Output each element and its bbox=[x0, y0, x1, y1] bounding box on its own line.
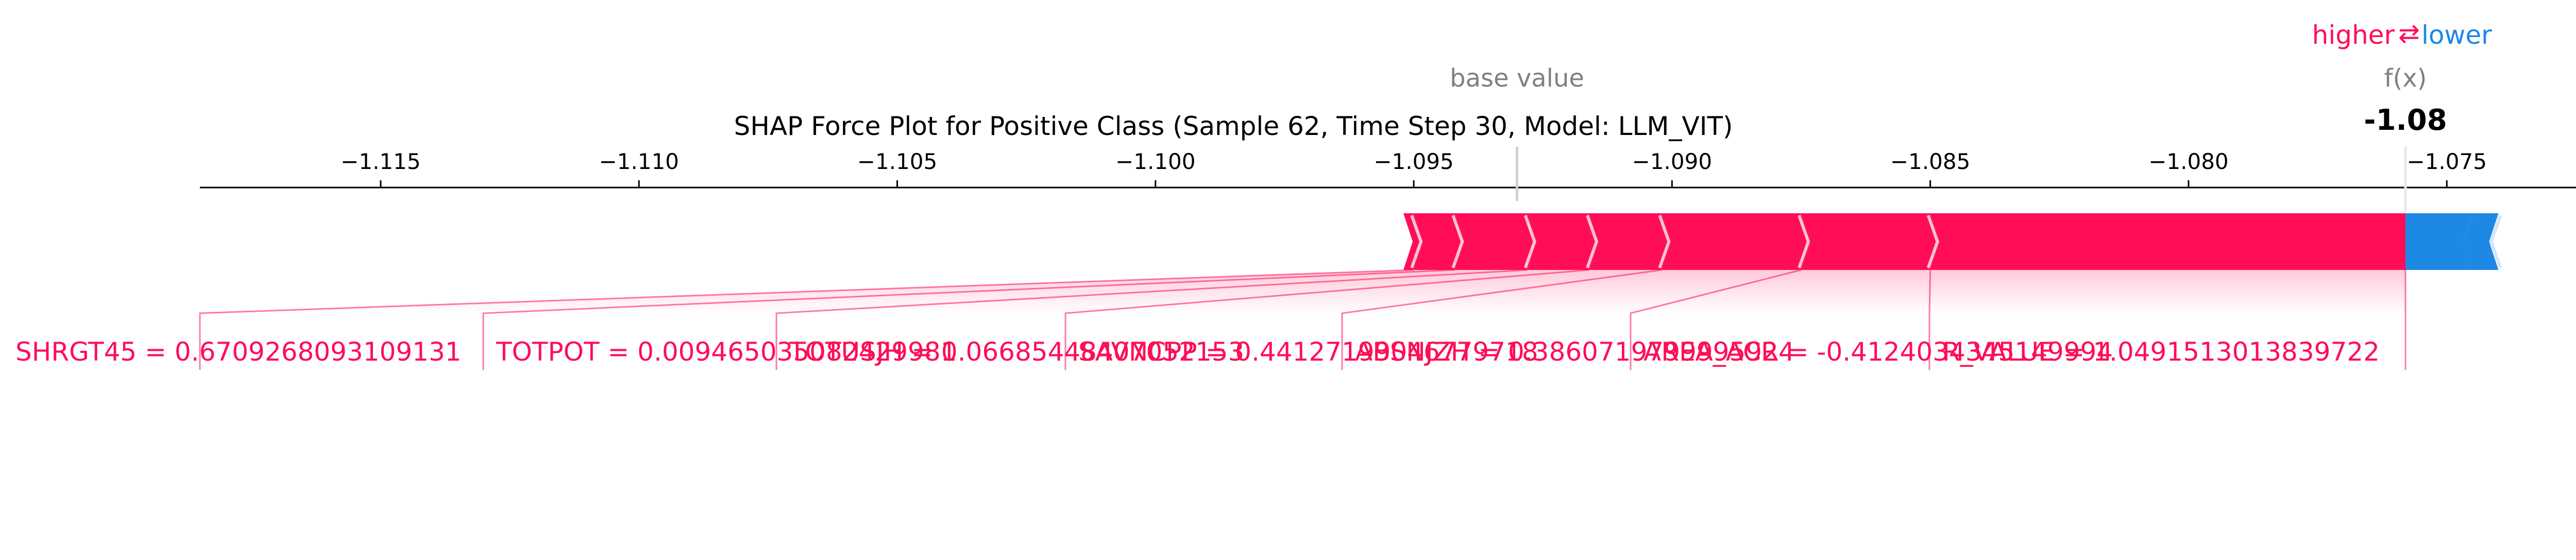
feature-connectors bbox=[199, 269, 2406, 370]
feature-label: TOTPOT = 0.009465035082429981 bbox=[496, 337, 957, 367]
positive-force-bar bbox=[1527, 213, 1599, 270]
feature-label: R_VALUE = 1.0491513013839722 bbox=[1942, 337, 2380, 367]
x-axis-ticks: −1.115 −1.110 −1.105 −1.100 −1.095 −1.090 −1.0… bbox=[341, 149, 2487, 188]
negative-force-bar bbox=[2463, 213, 2499, 270]
positive-force-bar bbox=[1662, 213, 1810, 270]
feature-label: TOTUSJH = 0.06685448407052153 bbox=[789, 337, 1244, 367]
x-tick-label: −1.075 bbox=[2407, 149, 2487, 174]
connector-line bbox=[775, 269, 1528, 370]
connector-fill bbox=[776, 270, 1589, 313]
connector-line bbox=[1630, 269, 1802, 370]
positive-force-bar bbox=[1930, 213, 2406, 270]
base-value-label: base value bbox=[1450, 64, 1584, 93]
negative-force-bar bbox=[2405, 213, 2473, 270]
legend-arrow-icon: ⇄ bbox=[2398, 19, 2420, 48]
positive-force-bar bbox=[1801, 213, 1940, 270]
feature-label: SAVNCPP = 0.44127199046779718 bbox=[1078, 337, 1538, 367]
legend-lower: lower bbox=[2421, 20, 2492, 50]
connector-line bbox=[482, 269, 1455, 370]
x-tick-label: −1.095 bbox=[1374, 149, 1453, 174]
positive-force-bar bbox=[1403, 213, 1423, 270]
legend-higher: higher bbox=[2312, 20, 2395, 50]
connector-line bbox=[1341, 269, 1662, 370]
positive-bar-separator bbox=[1410, 215, 1423, 268]
connector-line bbox=[199, 269, 1414, 370]
fx-value: -1.08 bbox=[2364, 104, 2447, 137]
positive-bar-separator bbox=[1658, 215, 1671, 268]
x-tick-label: −1.105 bbox=[857, 149, 937, 174]
positive-bar-separator bbox=[1451, 215, 1464, 268]
positive-bar-separator bbox=[1798, 215, 1810, 268]
feature-label: AREA_ACR = -0.4124034345149994 bbox=[1643, 337, 2113, 367]
positive-force-bar bbox=[1414, 213, 1465, 270]
x-tick-label: −1.090 bbox=[1632, 149, 1712, 174]
feature-label: ABSNJZH = 0.3860719799995924 bbox=[1355, 337, 1795, 367]
connector-fill bbox=[483, 270, 1528, 313]
force-bars bbox=[1403, 213, 2502, 270]
x-tick-label: −1.085 bbox=[1890, 149, 1970, 174]
chart-title: SHAP Force Plot for Positive Class (Samp… bbox=[734, 111, 1733, 141]
connector-line bbox=[1928, 269, 1931, 370]
negative-bar-separator bbox=[2489, 215, 2502, 268]
positive-force-bar bbox=[1455, 213, 1537, 270]
x-tick-label: −1.110 bbox=[599, 149, 679, 174]
connector-fill bbox=[1065, 270, 1662, 313]
positive-bar-separator bbox=[1586, 215, 1599, 268]
positive-bar-separator bbox=[1523, 215, 1536, 268]
feature-label: SHRGT45 = 0.6709268093109131 bbox=[15, 337, 462, 367]
x-tick-label: −1.115 bbox=[341, 149, 420, 174]
positive-force-bar bbox=[1589, 213, 1671, 270]
x-tick-label: −1.080 bbox=[2148, 149, 2228, 174]
connector-line bbox=[1064, 269, 1590, 370]
x-tick-label: −1.100 bbox=[1115, 149, 1195, 174]
connector-fill bbox=[1342, 270, 1801, 313]
connector-fill bbox=[1929, 270, 2406, 313]
connector-fill bbox=[1631, 270, 1930, 313]
positive-bar-separator bbox=[1926, 215, 1939, 268]
fx-label: f(x) bbox=[2384, 64, 2427, 93]
